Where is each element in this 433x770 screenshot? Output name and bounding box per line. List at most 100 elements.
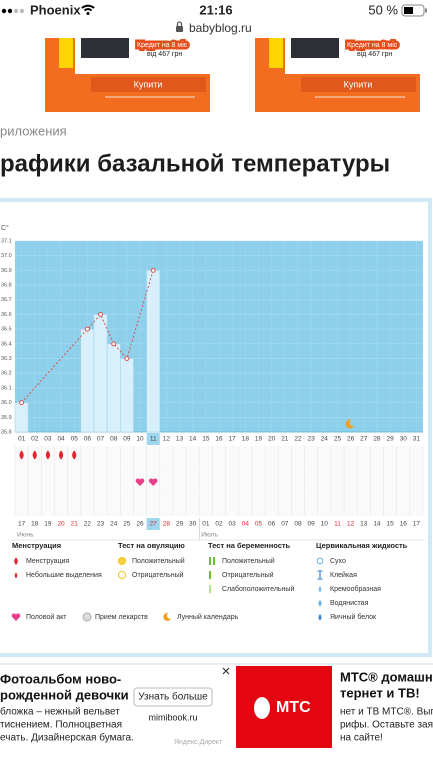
wifi-dot [86,12,90,15]
drop-icon [58,450,64,460]
legend-item: Слабоположительный [222,585,294,593]
ad-fineprint [105,96,195,98]
ad-text: ечать. Дизайнерская бумага. [0,732,134,744]
drop-icon [318,613,322,621]
ad-button[interactable] [301,77,416,92]
bar [119,358,134,433]
ad-title: Фотоальбом ново- [0,671,121,686]
moon-icon [163,612,171,621]
y-tick-label: 36.8 [1,283,12,289]
ad-source: Яндекс.Директ [174,739,223,746]
legend-item: Лунный календарь [177,613,239,621]
date-label: 29 [176,521,184,528]
date-label: 17 [18,521,26,528]
date-label: 06 [268,521,276,528]
ad-fineprint [315,96,405,98]
temperature-line [21,270,154,403]
legend-item: Небольшие выделения [26,571,102,579]
test-icon [213,557,215,565]
ovulation-icon [118,557,126,565]
x-tick-label: 21 [281,436,289,443]
ad-text: на сайте! [340,733,383,744]
ad-price: від 467 грн [147,50,182,58]
x-tick-label: 11 [150,436,157,443]
y-tick-label: 36.1 [1,385,12,391]
x-tick-label: 14 [189,436,197,443]
point [124,356,130,362]
date-label: 14 [373,521,381,528]
ad-button-label: Узнать больше [138,691,208,703]
legend-title: Тест на беременность [208,541,291,550]
events-grid [15,446,423,516]
ad-close[interactable] [222,667,230,675]
x-tick-label: 25 [334,436,342,443]
x-tick-label: 04 [57,436,65,443]
y-tick-label: 35.9 [1,415,12,421]
y-tick-label: 37.1 [1,238,12,244]
y-tick-label: 36.7 [1,297,12,303]
y-tick-label: 36.4 [1,341,12,347]
x-tick-label: 29 [386,436,394,443]
x-tick-label: 24 [321,436,329,443]
signal-dot [13,8,19,14]
legend-item: Отрицательный [222,571,274,579]
legend-item: Яичный белок [330,613,377,621]
legend-item: Положительный [222,557,275,565]
test-icon [209,585,211,593]
x-tick-label: 03 [44,436,52,443]
x-tick-label: 05 [71,436,79,443]
lock-shackle [176,21,183,26]
page-heading: рафики базальной температуры [0,150,390,177]
x-tick-label: 02 [31,436,39,443]
y-tick-label: 36.3 [1,356,12,362]
x-tick-label: 19 [255,436,263,443]
y-tick-label: 36.5 [1,327,12,333]
drop-icon [318,599,322,607]
x-tick-label: 15 [202,436,210,443]
x-tick-label: 01 [18,436,26,443]
date-label: 24 [110,521,118,528]
point [150,267,156,273]
bar [106,343,121,433]
ad-button[interactable] [133,687,213,707]
date-label: 15 [386,521,394,528]
ad-price: від 467 грн [357,50,392,58]
legend-item: Водянистая [330,600,369,607]
ad-title: тернет и ТВ! [340,685,420,700]
x-tick-label: 20 [268,436,276,443]
url: babyblog.ru [189,21,252,35]
date-label: 18 [31,521,39,528]
date-label: 21 [71,521,79,528]
ovulation-icon [118,571,126,579]
breadcrumb: риложения [0,123,67,138]
legend-item: Половой акт [26,613,67,621]
x-tick-label: 18 [242,436,250,443]
ad-text: тиснением. Полноцветная [0,720,122,731]
ad-yellow [269,38,283,68]
date-label: 17 [413,521,421,528]
drop-icon [318,585,322,593]
fluid-icon [317,570,323,580]
ad-product [291,38,339,58]
x-tick-label: 22 [294,436,302,443]
x-tick-label: 30 [400,436,408,443]
x-tick-label: 23 [308,436,316,443]
moon-icon [345,419,355,429]
mts-logo: МТС [276,699,311,716]
date-label: 01 [202,521,210,528]
bar [80,328,95,433]
mts-egg [254,697,270,719]
x-tick-label: 28 [373,436,381,443]
ad-text: бложка – нежный вельвет [0,706,120,718]
date-label: 27 [150,521,158,528]
ad-button[interactable] [91,77,206,92]
ad-credit: Кредит на 8 міс [347,41,398,49]
legend-item: Кремообразная [330,585,381,593]
date-label: 25 [123,521,131,528]
ad-credit: Кредит на 8 міс [137,41,188,49]
legend-title: Менструация [12,541,61,550]
y-tick-label: 36.2 [1,371,12,377]
date-label: 07 [281,521,289,528]
bar [146,270,161,433]
y-tick-label: 36.9 [1,268,12,274]
